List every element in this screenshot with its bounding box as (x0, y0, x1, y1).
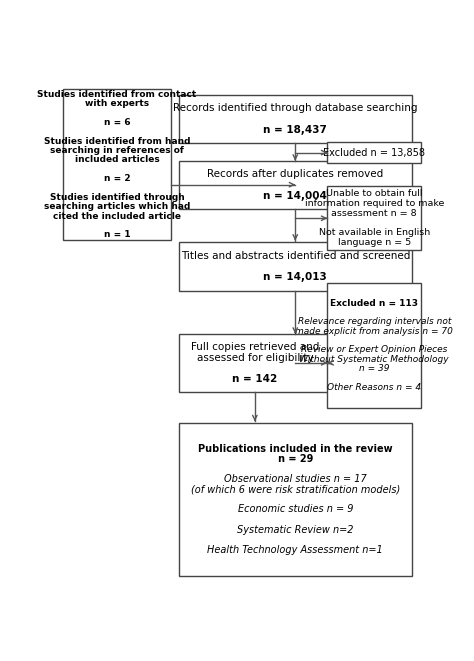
Text: Unable to obtain full: Unable to obtain full (326, 189, 422, 198)
Bar (179, 334, 331, 393)
Text: Full copies retrieved and: Full copies retrieved and (191, 342, 319, 352)
Bar (179, 242, 412, 291)
Text: Relevance regarding intervals not: Relevance regarding intervals not (298, 317, 451, 327)
Text: Health Technology Assessment n=1: Health Technology Assessment n=1 (208, 545, 383, 555)
Text: Other Reasons n = 4: Other Reasons n = 4 (327, 383, 421, 392)
Text: included articles: included articles (75, 155, 159, 165)
Text: made explicit from analysis n = 70: made explicit from analysis n = 70 (295, 327, 453, 336)
Text: Not available in English: Not available in English (319, 228, 430, 237)
Text: (of which 6 were risk stratification models): (of which 6 were risk stratification mod… (191, 484, 400, 494)
Text: n = 2: n = 2 (104, 174, 130, 183)
Text: with experts: with experts (85, 99, 149, 108)
Text: Studies identified from contact: Studies identified from contact (37, 90, 197, 98)
Text: Economic studies n = 9: Economic studies n = 9 (237, 504, 353, 514)
Text: Titles and abstracts identified and screened: Titles and abstracts identified and scre… (181, 251, 410, 260)
Text: Excluded n = 113: Excluded n = 113 (330, 299, 418, 307)
Text: Studies identified through: Studies identified through (50, 193, 184, 202)
Text: cited the included article: cited the included article (53, 212, 181, 221)
Text: Excluded n = 13,858: Excluded n = 13,858 (323, 147, 425, 157)
Text: n = 39: n = 39 (359, 364, 390, 373)
Text: language n = 5: language n = 5 (337, 238, 411, 247)
Text: assessment n = 8: assessment n = 8 (331, 209, 417, 217)
Text: Studies identified from hand: Studies identified from hand (44, 137, 191, 145)
Text: Without Systematic Methodology: Without Systematic Methodology (300, 355, 449, 364)
Text: n = 18,437: n = 18,437 (264, 124, 327, 135)
Text: Observational studies n = 17: Observational studies n = 17 (224, 474, 367, 484)
Bar (63, 89, 171, 240)
Text: n = 29: n = 29 (278, 454, 313, 464)
Bar (328, 186, 421, 250)
Text: Records identified through database searching: Records identified through database sear… (173, 103, 418, 113)
Text: searching articles which had: searching articles which had (44, 202, 190, 212)
Bar (328, 283, 421, 408)
Text: searching in references of: searching in references of (50, 146, 184, 155)
Text: assessed for eligibility: assessed for eligibility (197, 353, 313, 363)
Text: n = 1: n = 1 (104, 231, 130, 239)
Bar (179, 95, 412, 143)
Text: n = 6: n = 6 (104, 118, 130, 127)
Bar (179, 161, 412, 209)
Text: Systematic Review n=2: Systematic Review n=2 (237, 525, 354, 535)
Bar (328, 142, 421, 163)
Bar (179, 423, 412, 576)
Text: Records after duplicates removed: Records after duplicates removed (207, 169, 383, 179)
Text: information required to make: information required to make (305, 199, 444, 208)
Text: n = 14,013: n = 14,013 (264, 272, 327, 282)
Text: Publications included in the review: Publications included in the review (198, 444, 392, 453)
Text: n = 14,004: n = 14,004 (264, 191, 327, 201)
Text: n = 142: n = 142 (232, 374, 277, 384)
Text: Review or Expert Opinion Pieces: Review or Expert Opinion Pieces (301, 346, 447, 354)
